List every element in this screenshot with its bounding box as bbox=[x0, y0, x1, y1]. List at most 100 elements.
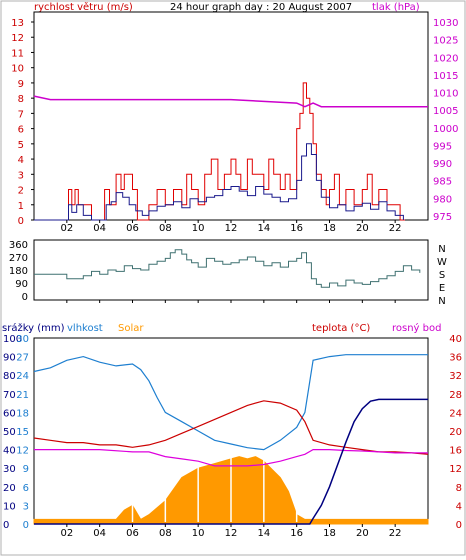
temp-panel-series bbox=[33, 354, 429, 525]
humidity-tick-label: 6 bbox=[23, 483, 29, 494]
pressure-axis-title: tlak (hPa) bbox=[372, 2, 420, 13]
hour-tick-label: 10 bbox=[192, 223, 205, 234]
temperature-tick-label: 16 bbox=[449, 446, 462, 457]
precip-tick-label: 40 bbox=[3, 446, 16, 457]
wind-panel-series bbox=[33, 82, 428, 221]
series-speed-line bbox=[34, 143, 404, 221]
compass-tick-label: E bbox=[439, 283, 445, 294]
temperature-tick-label: 40 bbox=[449, 334, 462, 345]
series-pressure-line bbox=[33, 95, 428, 108]
series-humidity-line bbox=[33, 354, 428, 451]
wind-tick-label: 4 bbox=[18, 155, 24, 166]
humidity-legend: vlhkost bbox=[67, 323, 103, 334]
wind-tick-label: 2 bbox=[18, 186, 24, 197]
precip-tick-label: 90 bbox=[3, 353, 16, 364]
precip-tick-label: 70 bbox=[3, 390, 16, 401]
temperature-tick-label: 32 bbox=[449, 371, 462, 382]
humidity-tick-label: 12 bbox=[16, 446, 29, 457]
bottom-hour-tick-label: 12 bbox=[225, 528, 238, 539]
bottom-hour-tick-label: 06 bbox=[126, 528, 139, 539]
wind-tick-label: 0 bbox=[18, 216, 24, 227]
pressure-tick-label: 1000 bbox=[433, 124, 458, 135]
series-direction-line bbox=[34, 249, 421, 288]
wind-tick-label: 5 bbox=[18, 140, 24, 151]
bottom-hour-tick-label: 10 bbox=[192, 528, 205, 539]
humidity-tick-label: 24 bbox=[16, 371, 29, 382]
bottom-hour-tick-label: 08 bbox=[159, 528, 172, 539]
humidity-tick-label: 27 bbox=[16, 353, 29, 364]
direction-panel-series bbox=[34, 249, 421, 288]
pressure-tick-label: 995 bbox=[433, 141, 452, 152]
direction-tick-label: 0 bbox=[22, 292, 28, 303]
compass-tick-label: N bbox=[438, 244, 445, 255]
wind-tick-label: 13 bbox=[11, 18, 24, 29]
temperature-tick-label: 4 bbox=[456, 501, 462, 512]
temperature-tick-label: 0 bbox=[456, 520, 462, 531]
wind-tick-label: 3 bbox=[18, 170, 24, 181]
temperature-legend: teplota (°C) bbox=[312, 323, 370, 334]
direction-tick-label: 90 bbox=[15, 279, 28, 290]
precip-tick-label: 60 bbox=[3, 408, 16, 419]
precip-legend: srážky (mm) bbox=[2, 322, 65, 334]
pressure-tick-label: 1010 bbox=[433, 89, 458, 100]
precip-tick-label: 100 bbox=[3, 334, 22, 345]
series-temperature-line bbox=[33, 400, 429, 455]
solar-legend: Solar bbox=[118, 323, 144, 334]
precip-tick-label: 0 bbox=[3, 520, 9, 531]
pressure-tick-label: 1025 bbox=[433, 36, 458, 47]
humidity-tick-label: 15 bbox=[16, 427, 29, 438]
hour-tick-label: 02 bbox=[60, 223, 73, 234]
wind-tick-label: 12 bbox=[11, 33, 24, 44]
bottom-hour-tick-label: 20 bbox=[356, 528, 369, 539]
pressure-tick-label: 985 bbox=[433, 177, 452, 188]
pressure-tick-label: 1015 bbox=[433, 71, 458, 82]
bottom-hour-tick-label: 18 bbox=[323, 528, 336, 539]
wind-tick-label: 9 bbox=[18, 79, 24, 90]
direction-tick-label: 180 bbox=[9, 266, 28, 277]
series-precip-line bbox=[34, 398, 428, 525]
wind-tick-label: 1 bbox=[18, 201, 24, 212]
precip-tick-label: 20 bbox=[3, 483, 16, 494]
series-dewpoint-line bbox=[34, 449, 428, 467]
hour-tick-label: 16 bbox=[290, 223, 303, 234]
hour-tick-label: 22 bbox=[389, 223, 402, 234]
pressure-tick-label: 1030 bbox=[433, 18, 458, 29]
temperature-tick-label: 36 bbox=[449, 353, 462, 364]
wind-speed-axis-title: rychlost větru (m/s) bbox=[34, 1, 133, 13]
bottom-hour-tick-label: 14 bbox=[257, 528, 270, 539]
temperature-tick-label: 28 bbox=[449, 390, 462, 401]
direction-tick-label: 270 bbox=[9, 253, 28, 264]
wind-panel-ticks: 0123456789101112139759809859909951000100… bbox=[11, 18, 458, 234]
chart-title: 24 hour graph day : 20 August 2007 bbox=[170, 2, 352, 13]
pressure-tick-label: 1020 bbox=[433, 53, 458, 64]
humidity-tick-label: 21 bbox=[16, 390, 29, 401]
temperature-tick-label: 20 bbox=[449, 427, 462, 438]
compass-tick-label: N bbox=[438, 296, 445, 307]
pressure-tick-label: 1005 bbox=[433, 106, 458, 117]
precip-tick-label: 30 bbox=[3, 464, 16, 475]
wind-tick-label: 10 bbox=[11, 64, 24, 75]
precip-tick-label: 50 bbox=[3, 427, 16, 438]
temperature-tick-label: 12 bbox=[449, 464, 462, 475]
bottom-hour-tick-label: 16 bbox=[290, 528, 303, 539]
humidity-tick-label: 18 bbox=[16, 408, 29, 419]
wind-tick-label: 8 bbox=[18, 94, 24, 105]
pressure-tick-label: 980 bbox=[433, 194, 452, 205]
hour-tick-label: 14 bbox=[257, 223, 270, 234]
compass-tick-label: S bbox=[439, 270, 445, 281]
wind-tick-label: 7 bbox=[18, 109, 24, 120]
bottom-hour-tick-label: 22 bbox=[389, 528, 402, 539]
bottom-hour-tick-label: 02 bbox=[60, 528, 73, 539]
compass-tick-label: W bbox=[437, 257, 447, 268]
humidity-tick-label: 9 bbox=[23, 464, 29, 475]
hour-tick-label: 18 bbox=[323, 223, 336, 234]
pressure-tick-label: 975 bbox=[433, 212, 452, 223]
wind-tick-label: 6 bbox=[18, 125, 24, 136]
hour-tick-label: 04 bbox=[93, 223, 106, 234]
dewpoint-legend: rosný bod bbox=[392, 322, 441, 334]
hour-tick-label: 12 bbox=[225, 223, 238, 234]
